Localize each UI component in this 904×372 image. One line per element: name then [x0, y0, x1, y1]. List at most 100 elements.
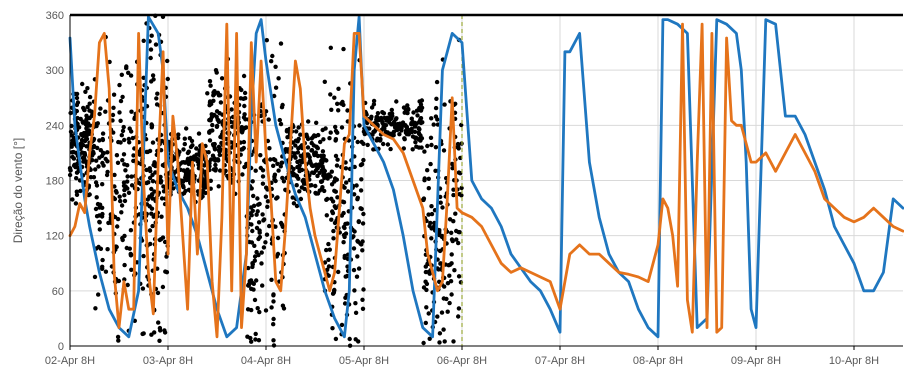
observation-point [343, 295, 348, 300]
observation-point [252, 254, 258, 259]
observation-point [341, 46, 346, 52]
observation-point [278, 220, 284, 226]
observation-point [150, 73, 156, 78]
observation-point [145, 197, 150, 202]
y-tick-label: 0 [58, 341, 64, 353]
observation-point [238, 96, 243, 101]
observation-point [110, 112, 116, 118]
observation-point [315, 173, 320, 179]
observation-point [249, 240, 255, 245]
observation-point [294, 203, 300, 209]
observation-point [239, 87, 244, 93]
observation-point [203, 185, 208, 190]
observation-point [420, 120, 425, 125]
observation-point [68, 168, 73, 173]
observation-point [371, 98, 377, 104]
observation-point [381, 111, 387, 116]
observation-point [239, 125, 244, 130]
observation-point [358, 188, 364, 193]
observation-point [298, 196, 304, 202]
observation-point [248, 205, 254, 210]
observation-point [271, 343, 277, 348]
observation-point [458, 155, 463, 161]
observation-point [125, 282, 130, 288]
observation-point [439, 310, 445, 315]
observation-point [314, 145, 320, 150]
observation-point [92, 274, 98, 280]
observation-point [245, 307, 251, 312]
observation-point [315, 163, 320, 168]
observation-point [123, 168, 128, 173]
observation-point [265, 199, 271, 204]
observation-point [387, 120, 392, 125]
observation-point [121, 152, 127, 157]
observation-point [122, 162, 127, 167]
observation-point [230, 124, 235, 129]
observation-point [171, 186, 176, 191]
observation-point [419, 136, 425, 141]
observation-point [447, 273, 452, 278]
observation-point [244, 125, 249, 130]
observation-point [125, 179, 130, 184]
observation-point [219, 76, 225, 81]
observation-point [132, 116, 137, 122]
observation-point [355, 239, 361, 244]
observation-point [97, 155, 102, 160]
observation-point [241, 73, 247, 79]
observation-point [402, 136, 407, 141]
observation-point [217, 168, 223, 173]
observation-point [326, 257, 331, 262]
observation-point [252, 297, 258, 303]
observation-point [93, 306, 98, 311]
observation-point [117, 82, 122, 88]
observation-point [246, 283, 251, 288]
observation-point [100, 182, 105, 187]
observation-point [450, 238, 455, 244]
observation-point [82, 153, 87, 158]
observation-point [342, 301, 348, 306]
observation-point [389, 107, 394, 113]
observation-point [205, 91, 210, 96]
observation-point [100, 257, 105, 263]
observation-point [207, 100, 213, 105]
observation-point [208, 118, 213, 123]
observation-point [263, 308, 269, 313]
observation-point [254, 249, 259, 255]
observation-point [159, 196, 165, 201]
observation-point [245, 334, 250, 339]
observation-point [429, 116, 434, 121]
observation-point [251, 287, 256, 292]
observation-point [351, 246, 357, 251]
observation-point [248, 278, 254, 283]
observation-point [126, 70, 131, 76]
observation-point [113, 188, 119, 194]
observation-point [342, 253, 347, 259]
observation-point [73, 164, 78, 170]
observation-point [309, 148, 314, 153]
observation-point [85, 86, 90, 91]
observation-point [454, 237, 459, 242]
observation-point [455, 141, 461, 147]
observation-point [117, 194, 122, 199]
observation-point [416, 126, 421, 131]
observation-point [255, 209, 260, 214]
observation-point [334, 163, 340, 168]
observation-point [381, 141, 386, 147]
observation-point [187, 136, 192, 141]
observation-point [242, 112, 247, 117]
observation-point [68, 110, 73, 116]
observation-point [351, 234, 356, 239]
observation-point [332, 188, 337, 193]
observation-point [217, 152, 222, 158]
observation-point [208, 83, 213, 88]
observation-point [127, 140, 132, 145]
observation-point [149, 33, 154, 38]
observation-point [392, 125, 398, 130]
observation-point [329, 107, 334, 113]
observation-point [121, 124, 126, 130]
observation-point [309, 183, 314, 188]
observation-point [336, 269, 341, 275]
observation-point [324, 158, 329, 163]
observation-point [260, 174, 266, 179]
observation-point [333, 153, 339, 159]
